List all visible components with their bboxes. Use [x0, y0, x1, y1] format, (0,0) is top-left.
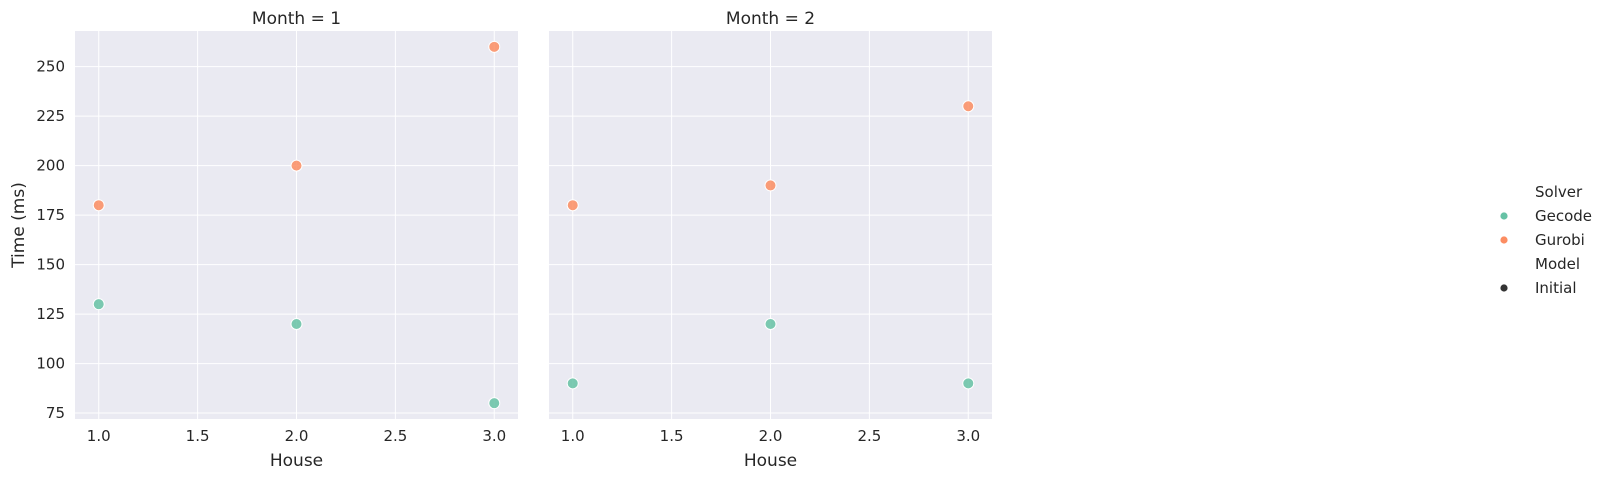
x-tick-label: 3.0 [482, 427, 506, 445]
y-tick-label: 225 [36, 107, 65, 125]
x-tick-label: 2.0 [285, 427, 309, 445]
legend-label-gurobi: Gurobi [1535, 231, 1585, 249]
point-gurobi [566, 199, 579, 212]
point-gurobi [764, 179, 777, 192]
x-tick-label: 3.0 [956, 427, 980, 445]
legend-label-gecode: Gecode [1535, 207, 1592, 225]
x-tick-label: 2.5 [857, 427, 881, 445]
x-tick-label: 1.5 [660, 427, 684, 445]
x-tick-label: 2.0 [759, 427, 783, 445]
x-axis-label: House [270, 451, 323, 471]
x-tick-label: 1.0 [87, 427, 111, 445]
panel-title: Month = 1 [252, 9, 341, 29]
legend-marker-gecode [1499, 211, 1509, 221]
legend-marker-initial [1499, 283, 1509, 293]
x-tick-label: 1.5 [186, 427, 210, 445]
point-gecode [962, 377, 975, 390]
x-axis-label: House [744, 451, 797, 471]
point-gecode [566, 377, 579, 390]
legend-title-model: Model [1535, 255, 1580, 273]
point-gecode [290, 317, 303, 330]
legend-marker-gurobi [1499, 235, 1509, 245]
y-tick-label: 200 [36, 157, 65, 175]
y-tick-label: 75 [46, 404, 65, 422]
legend-label-initial: Initial [1535, 279, 1577, 297]
point-gurobi [92, 199, 105, 212]
x-tick-label: 2.5 [383, 427, 407, 445]
panel-title: Month = 2 [726, 9, 815, 29]
y-tick-label: 125 [36, 305, 65, 323]
point-gurobi [290, 159, 303, 172]
y-tick-label: 175 [36, 206, 65, 224]
y-tick-label: 250 [36, 58, 65, 76]
point-gecode [488, 397, 501, 410]
legend-title-solver: Solver [1535, 183, 1583, 201]
point-gurobi [962, 100, 975, 113]
point-gurobi [488, 40, 501, 53]
point-gecode [92, 298, 105, 311]
y-axis-label: Time (ms) [9, 182, 29, 269]
point-gecode [764, 317, 777, 330]
y-tick-label: 100 [36, 355, 65, 373]
y-tick-label: 150 [36, 256, 65, 274]
x-tick-label: 1.0 [561, 427, 585, 445]
